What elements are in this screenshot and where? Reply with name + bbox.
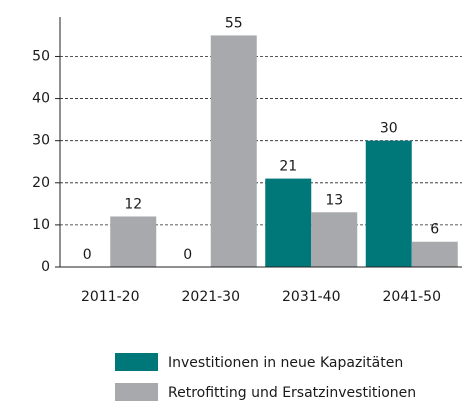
bar xyxy=(311,212,358,267)
bar xyxy=(265,178,312,267)
legend-swatch xyxy=(115,383,158,401)
legend-label: Retrofitting und Ersatzinvestitionen xyxy=(168,385,416,401)
y-tick-label: 10 xyxy=(32,217,50,233)
data-label: 6 xyxy=(430,222,439,238)
y-tick-label: 30 xyxy=(32,133,50,149)
x-tick-label: 2021-30 xyxy=(182,289,241,305)
data-label: 13 xyxy=(325,192,343,208)
data-label: 55 xyxy=(225,15,243,31)
data-label: 0 xyxy=(183,247,192,263)
y-tick-label: 50 xyxy=(32,48,50,64)
data-label: 0 xyxy=(83,247,92,263)
data-label: 12 xyxy=(124,196,142,212)
x-tick-label: 2011-20 xyxy=(81,289,140,305)
y-tick-label: 0 xyxy=(41,259,50,275)
data-label: 21 xyxy=(279,159,297,175)
bar xyxy=(210,35,257,267)
bar xyxy=(411,241,458,267)
x-tick-label: 2031-40 xyxy=(282,289,341,305)
legend-swatch xyxy=(115,353,158,371)
legend-label: Investitionen in neue Kapazitäten xyxy=(168,355,403,371)
bar xyxy=(365,140,412,267)
bar xyxy=(110,216,157,267)
y-tick-label: 40 xyxy=(32,91,50,107)
data-label: 30 xyxy=(380,121,398,137)
x-tick-label: 2041-50 xyxy=(383,289,442,305)
y-tick-label: 20 xyxy=(32,175,50,191)
